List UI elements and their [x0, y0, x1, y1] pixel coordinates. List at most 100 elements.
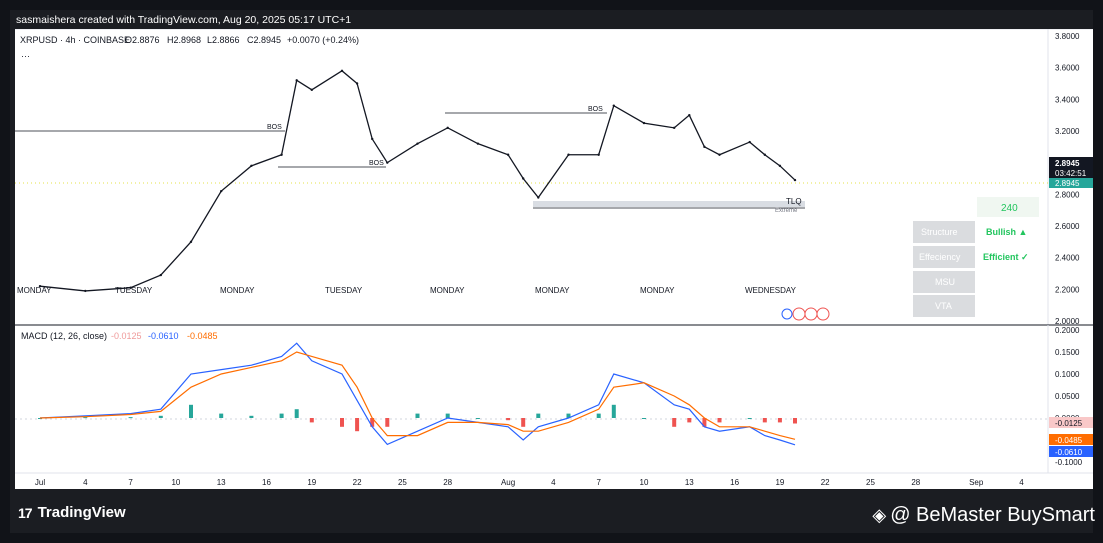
macd-hist-bar: [747, 418, 752, 419]
structure-label: Structure: [921, 227, 958, 237]
macd-hist-bar: [717, 418, 722, 423]
macd-histogram: [38, 404, 797, 432]
macd-hist-bar: [793, 418, 797, 424]
us-flag-icon[interactable]: [792, 307, 806, 321]
macd-hist-bar: [642, 418, 646, 419]
watermark-text: @ BeMaster BuySmart: [890, 504, 1095, 526]
macd-hist-bar: [219, 413, 224, 418]
time-axis-tick: 19: [775, 478, 784, 487]
price-point: [567, 153, 570, 156]
macd-hist-bar: [596, 413, 601, 418]
time-axis-tick: 28: [911, 478, 920, 487]
time-axis-tick: Jul: [35, 478, 45, 487]
macd-hist-bar: [702, 418, 707, 427]
macd-hist-bar: [38, 418, 42, 419]
time-axis-tick: 4: [551, 478, 556, 487]
price-point: [159, 273, 162, 277]
timeframe-value: 240: [1001, 203, 1018, 214]
price-point: [295, 79, 298, 82]
macd-hist-bar: [777, 418, 782, 423]
price-point: [38, 284, 42, 288]
signal-badge-value: -0.0485: [1055, 436, 1083, 445]
bos-label-3: BOS: [588, 106, 603, 113]
macd-hist-bar: [445, 413, 450, 418]
price-axis-tick: 2.0000: [1055, 317, 1080, 326]
price-point: [310, 88, 313, 92]
last-price-value: 2.8945: [1055, 159, 1080, 168]
macd-axis-tick: 0.0500: [1055, 392, 1080, 401]
macd-hist-bar: [340, 418, 344, 427]
weekday-label: TUESDAY: [115, 286, 153, 295]
event-icon[interactable]: [781, 308, 793, 320]
ohlc-change: +0.0070 (+0.24%): [287, 35, 359, 45]
price-point: [673, 126, 676, 130]
macd-hist-bar: [536, 413, 541, 418]
header-credit: sasmaishera created with TradingView.com…: [16, 14, 352, 26]
time-axis-tick: 4: [1019, 478, 1024, 487]
macd-hist-bar: [415, 413, 420, 418]
bos-label-1: BOS: [267, 124, 282, 131]
ohlc-open: O2.8876: [125, 35, 160, 45]
last-price-countdown: 03:42:51: [1055, 169, 1087, 178]
weekday-label: MONDAY: [17, 286, 52, 295]
macd-axis-tick: 0.1500: [1055, 348, 1080, 357]
macd-hist-bar: [309, 418, 314, 423]
price-axis-tick: 2.2000: [1055, 285, 1080, 294]
macd-title: MACD (12, 26, close): [21, 331, 107, 341]
macd-axis-tick: 0.1000: [1055, 370, 1080, 379]
price-point: [642, 121, 646, 125]
macd-line: [39, 342, 796, 446]
macd-hist-bar: [611, 404, 616, 418]
price-point: [506, 153, 510, 156]
event-icons[interactable]: [781, 307, 830, 321]
macd-hist-value: -0.0125: [111, 331, 142, 341]
price-point: [597, 153, 600, 156]
macd-hist-bar: [158, 415, 163, 418]
macd-hist-bar: [762, 418, 767, 423]
macd-hist-bar: [672, 418, 677, 427]
macd-hist-bar: [506, 418, 511, 421]
price-point: [280, 153, 283, 156]
price-point: [371, 137, 374, 141]
us-flag-icon[interactable]: [804, 307, 818, 321]
price-point: [522, 177, 525, 180]
time-axis-tick: Sep: [969, 478, 984, 487]
time-axis-tick: 4: [83, 478, 88, 487]
price-axis: 3.8000 3.6000 3.4000 3.2000 2.8000 2.6000 2.40…: [1055, 32, 1080, 326]
diamond-icon: ◈: [872, 505, 887, 525]
structure-cell: [913, 221, 975, 243]
chart-area[interactable]: XRPUSD · 4h · COINBASE O2.8876 H2.8968 L…: [15, 28, 1093, 489]
price-series-line: [39, 70, 796, 292]
time-axis-tick: 22: [353, 478, 362, 487]
macd-hist-bar: [687, 418, 692, 423]
extreme-label: Extreme: [775, 208, 798, 214]
signal-badge: [1049, 434, 1093, 445]
hist-badge: [1049, 417, 1093, 428]
more-menu-icon[interactable]: ···: [21, 51, 30, 61]
time-axis-tick: 25: [398, 478, 407, 487]
msu-label: MSU: [935, 277, 955, 287]
price-point: [416, 142, 419, 145]
tlq-zone: [533, 201, 805, 207]
price-point: [763, 153, 766, 156]
macd-axis-tick: 0.2000: [1055, 326, 1080, 335]
efficiency-value: Efficient ✓: [983, 252, 1029, 262]
signal-line: [39, 351, 796, 440]
price-axis-tick: 2.6000: [1055, 222, 1080, 231]
ohlc-close: C2.8945: [247, 35, 281, 45]
price-point: [220, 189, 223, 193]
macd-hist-bar: [475, 418, 480, 419]
weekday-label: MONDAY: [220, 286, 255, 295]
macd-hist-bar: [566, 413, 571, 418]
price-point: [189, 240, 193, 244]
tradingview-logo[interactable]: 17 TradingView: [18, 504, 126, 521]
time-axis: Jul 4 7 10 13 16 19 22 25 28 Aug 4 7 10 13 16 19 22 25 28 Se…: [35, 478, 1024, 487]
weekday-label: MONDAY: [640, 286, 675, 295]
us-flag-icon[interactable]: [816, 307, 830, 321]
symbol-label: XRPUSD · 4h · COINBASE: [20, 35, 130, 45]
msu-cell: [913, 271, 975, 293]
time-axis-tick: 7: [128, 478, 133, 487]
structure-value: Bullish ▲: [986, 227, 1027, 237]
weekday-label: MONDAY: [535, 286, 570, 295]
macd-hist-bar: [385, 418, 390, 427]
